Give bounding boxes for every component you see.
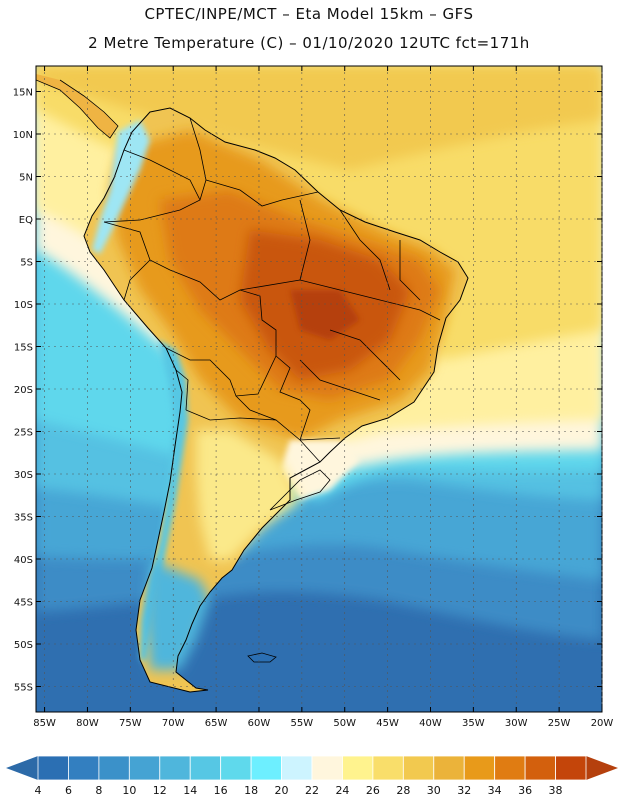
colorbar-label: 20 (275, 784, 289, 797)
lat-label: 30S (14, 470, 33, 481)
colorbar-label: 12 (153, 784, 167, 797)
lon-label: 30W (505, 718, 528, 729)
lat-label: 45S (14, 598, 33, 609)
lon-label: 70W (162, 718, 185, 729)
colorbar-swatch (555, 755, 587, 781)
colorbar-swatch (463, 755, 496, 781)
colorbar-label: 18 (244, 784, 258, 797)
lon-label: 50W (333, 718, 356, 729)
colorbar-swatch (281, 755, 313, 781)
lat-label: 15S (14, 343, 33, 354)
lon-label: 75W (119, 718, 142, 729)
colorbar-label: 8 (95, 784, 102, 797)
falkland-islands (247, 652, 277, 663)
lat-label: 10N (13, 130, 33, 141)
lon-label: 40W (419, 718, 442, 729)
lat-label: 55S (14, 683, 33, 694)
lat-label: 15N (13, 88, 33, 99)
lon-label: 65W (205, 718, 228, 729)
lon-label: 60W (248, 718, 271, 729)
lon-label: 25W (548, 718, 571, 729)
colorbar-label: 16 (214, 784, 228, 797)
colorbar-swatch (494, 755, 526, 781)
colorbar-swatch (220, 755, 252, 781)
lon-label: 85W (33, 718, 56, 729)
colorbar-swatch (342, 755, 374, 781)
andes-north-cold (92, 120, 150, 254)
colorbar-label: 22 (305, 784, 319, 797)
lat-label: EQ (19, 215, 33, 226)
lon-label: 35W (462, 718, 485, 729)
lat-label: 35S (14, 513, 33, 524)
colorbar-high-arrow (586, 756, 618, 780)
colorbar-label: 38 (549, 784, 563, 797)
colorbar-swatch (68, 755, 100, 781)
colorbar-label: 32 (457, 784, 471, 797)
colorbar-swatch (402, 755, 435, 781)
colorbar-swatch (37, 755, 69, 781)
colorbar-swatch (372, 755, 404, 781)
colorbar-swatch (98, 755, 130, 781)
colorbar-label: 30 (427, 784, 441, 797)
patagonia-cool (146, 560, 210, 670)
chart-title-line-1: CPTEC/INPE/MCT – Eta Model 15km – GFS (144, 5, 474, 23)
colorbar-label: 36 (518, 784, 532, 797)
central-america-land (36, 74, 118, 138)
latitude-labels: 15N 10N 5N EQ 5S 10S 15S 20S 25S 30S 35S 40S 45S 50S 5… (13, 88, 602, 694)
colorbar-label: 14 (183, 784, 197, 797)
map-field (36, 66, 602, 712)
graticule (36, 66, 603, 712)
lat-label: 40S (14, 555, 33, 566)
colorbar-swatch (128, 755, 161, 781)
lon-label: 20W (591, 718, 614, 729)
lat-label: 5N (19, 173, 33, 184)
colorbar-label: 4 (35, 784, 42, 797)
lat-label: 20S (14, 385, 33, 396)
colorbar-swatch (189, 755, 222, 781)
colorbar-label: 24 (335, 784, 349, 797)
lon-label: 55W (291, 718, 314, 729)
colorbar-label: 10 (122, 784, 136, 797)
colorbar-swatch (524, 755, 556, 781)
colorbar-swatch (311, 755, 343, 781)
country-borders (36, 79, 469, 693)
longitude-labels: 85W 80W 75W 70W 65W 60W 55W 50W 45W 40W 35W 30W 25W 2… (33, 66, 613, 729)
heat-zone-38 (290, 290, 360, 340)
colorbar-swatch (433, 755, 465, 781)
lon-label: 80W (76, 718, 99, 729)
pampas-warm (196, 430, 300, 560)
lat-label: 10S (14, 300, 33, 311)
lon-label: 45W (376, 718, 399, 729)
lat-label: 25S (14, 428, 33, 439)
colorbar-label: 34 (488, 784, 502, 797)
colorbar-swatch (159, 755, 191, 781)
colorbar-low-arrow (6, 756, 38, 780)
colorbar-label: 28 (396, 784, 410, 797)
lat-label: 5S (20, 258, 33, 269)
colorbar-label: 26 (366, 784, 380, 797)
colorbar-swatch (250, 755, 282, 781)
ocean-band-28 (36, 66, 602, 170)
colorbar: 4 6 8 10 12 14 16 18 20 22 24 26 28 30 32 34 36 38 (6, 755, 618, 797)
chart-title-line-2: 2 Metre Temperature (C) – 01/10/2020 12U… (88, 34, 530, 52)
lat-label: 50S (14, 640, 33, 651)
colorbar-label: 6 (65, 784, 72, 797)
